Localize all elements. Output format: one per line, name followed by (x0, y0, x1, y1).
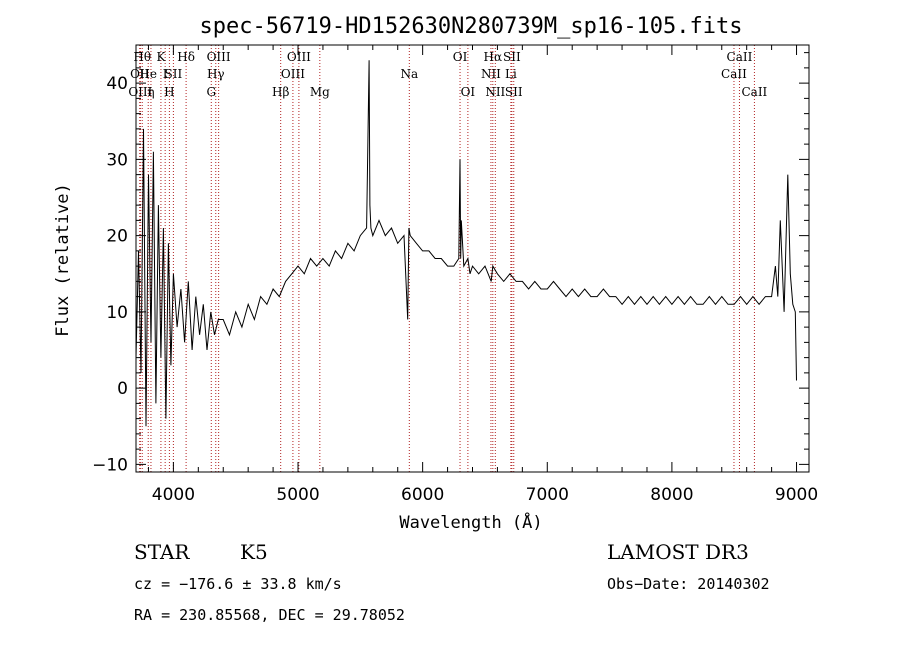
line-marker-label: SII (165, 67, 183, 81)
y-axis-label: Flux (relative) (53, 183, 73, 337)
line-marker-label: CaII (727, 50, 753, 64)
x-tick-label: 8000 (650, 485, 693, 505)
observation-date: Obs−Date: 20140302 (607, 575, 770, 593)
line-marker-label: OI (453, 50, 468, 64)
line-marker-label: Hθ (133, 50, 151, 64)
line-markers (139, 45, 755, 472)
line-marker-label: NII (485, 85, 505, 99)
line-marker-label: Hδ (177, 50, 195, 64)
chart-title: spec-56719-HD152630N280739M_sp16-105.fit… (199, 14, 742, 39)
survey-name: LAMOST DR3 (607, 540, 749, 564)
coordinates: RA = 230.85568, DEC = 29.78052 (134, 606, 405, 624)
line-marker-label: η (147, 85, 154, 99)
line-marker-label: NII (481, 67, 501, 81)
line-marker-label: SII (503, 50, 521, 64)
line-marker-label: I (163, 67, 168, 81)
line-marker-label: Mg (310, 85, 330, 99)
line-marker-label: Hβ (272, 85, 289, 99)
line-marker-label: Hα (484, 50, 503, 64)
spectrum-series (135, 60, 797, 427)
line-marker-label: CaII (741, 85, 767, 99)
x-tick-label: 9000 (775, 485, 818, 505)
y-tick-label: 0 (117, 379, 128, 399)
redshift-cz: cz = −176.6 ± 33.8 km/s (134, 575, 342, 593)
line-marker-label: Na (400, 67, 418, 81)
y-tick-label: 10 (106, 303, 128, 323)
line-marker-label: He (139, 67, 157, 81)
y-tick-label: 30 (106, 150, 128, 170)
x-axis-label: Wavelength (Å) (399, 511, 542, 533)
y-axis-ticks: −10 0 10 20 30 40 (92, 52, 809, 475)
line-marker-label: Li (505, 67, 517, 81)
line-marker-label: CaII (721, 67, 747, 81)
line-marker-label: K (156, 50, 166, 64)
line-marker-label: OIII (128, 85, 152, 99)
line-marker-labels: Hθ OII OIII He η KIH SII Hδ Hγ G OIII Hβ OIII OIII Mg N… (128, 50, 767, 99)
line-marker-label: G (206, 85, 216, 99)
line-marker-label: OII (130, 67, 150, 81)
y-tick-label: −10 (92, 455, 128, 475)
x-tick-label: 6000 (401, 485, 444, 505)
x-axis-ticks: 4000 5000 6000 7000 8000 9000 (147, 45, 818, 505)
line-marker-label: OIII (207, 50, 231, 64)
line-marker-label: OI (461, 85, 476, 99)
x-tick-label: 7000 (526, 485, 569, 505)
plot-frame (135, 44, 810, 473)
line-marker-label: OIII (287, 50, 311, 64)
line-marker-label: H (164, 85, 174, 99)
line-marker-label: OIII (281, 67, 305, 81)
object-subclass: K5 (240, 540, 268, 564)
line-marker-label: SII (505, 85, 523, 99)
x-tick-label: 4000 (152, 485, 195, 505)
y-tick-label: 40 (106, 74, 128, 94)
line-marker-label: Hγ (207, 67, 225, 81)
y-tick-label: 20 (106, 227, 128, 247)
x-tick-label: 5000 (276, 485, 319, 505)
object-class: STAR (134, 540, 190, 564)
